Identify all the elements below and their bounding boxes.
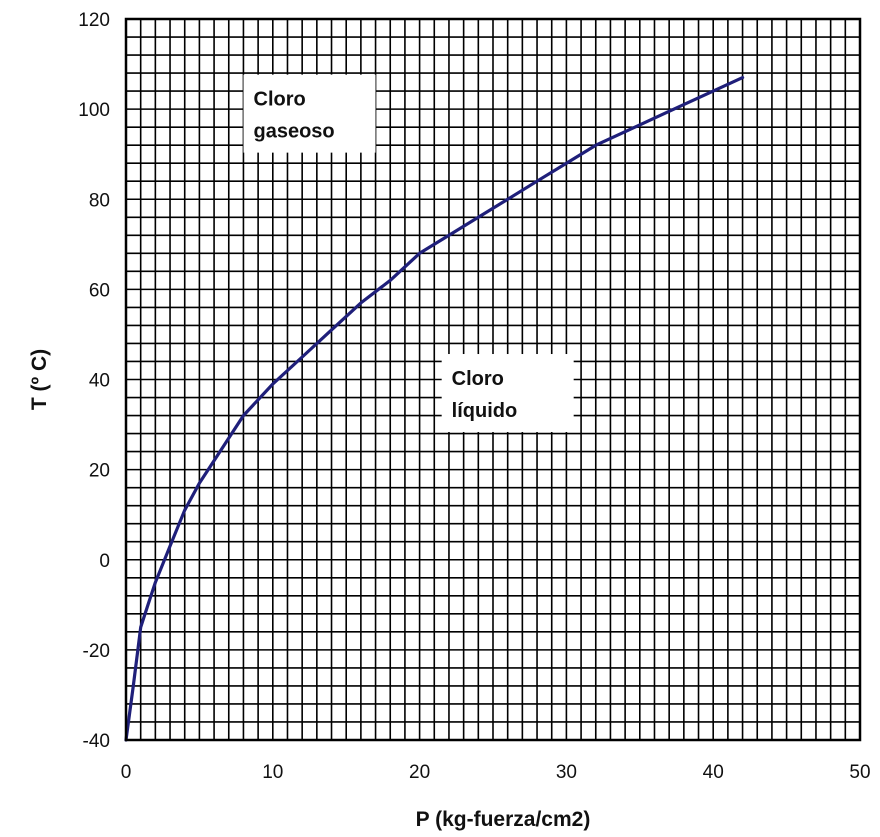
annotation-line: gaseoso [254, 121, 335, 143]
annotation-label: Cloro líquido [441, 354, 574, 433]
x-axis-title: P (kg-fuerza/cm2) [416, 808, 591, 831]
annotation-background [441, 354, 574, 433]
plot-border [124, 17, 862, 742]
x-tick-label: 10 [262, 762, 283, 783]
y-tick-label: -40 [83, 731, 110, 752]
x-tick-label: 20 [409, 762, 430, 783]
y-tick-label: 0 [99, 551, 110, 572]
annotation-line: líquido [452, 400, 518, 422]
annotations: Cloro gaseoso Cloro líquido [243, 74, 574, 433]
annotation-background [243, 74, 376, 153]
x-tick-label: 40 [703, 762, 724, 783]
x-tick-label: 0 [121, 762, 132, 783]
y-axis-title: T (º C) [28, 349, 51, 410]
y-tick-label: 40 [89, 371, 110, 392]
series-line-cloro-saturation [124, 76, 745, 742]
annotation-line: Cloro [254, 89, 306, 111]
x-tick-label: 30 [556, 762, 577, 783]
y-tick-label: -20 [83, 641, 110, 662]
y-tick-label: 20 [89, 461, 110, 482]
y-tick-labels: -40 -20 0 20 40 60 80 100 120 [78, 10, 110, 752]
y-tick-label: 80 [89, 190, 110, 211]
y-tick-label: 100 [78, 100, 110, 121]
x-tick-labels: 0 10 20 30 40 50 [121, 762, 871, 783]
y-tick-label: 120 [78, 10, 110, 31]
y-tick-label: 60 [89, 280, 110, 301]
annotation-line: Cloro [452, 368, 504, 390]
annotation-label: Cloro gaseoso [243, 74, 376, 153]
x-tick-label: 50 [849, 762, 870, 783]
